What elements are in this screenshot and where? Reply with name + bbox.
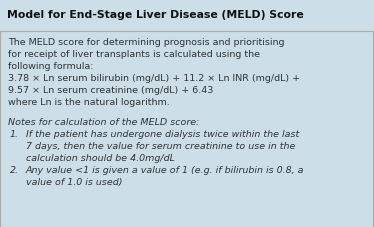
Text: calculation should be 4.0mg/dL: calculation should be 4.0mg/dL — [26, 153, 175, 162]
Text: Any value <1 is given a value of 1 (e.g. if bilirubin is 0.8, a: Any value <1 is given a value of 1 (e.g.… — [26, 165, 304, 174]
Text: following formula:: following formula: — [8, 62, 94, 71]
Text: 9.57 × Ln serum creatinine (mg/dL) + 6.43: 9.57 × Ln serum creatinine (mg/dL) + 6.4… — [8, 86, 214, 95]
Text: Model for End-Stage Liver Disease (MELD) Score: Model for End-Stage Liver Disease (MELD)… — [7, 10, 303, 20]
Text: 3.78 × Ln serum bilirubin (mg/dL) + 11.2 × Ln INR (mg/dL) +: 3.78 × Ln serum bilirubin (mg/dL) + 11.2… — [8, 74, 300, 83]
Text: Notes for calculation of the MELD score:: Notes for calculation of the MELD score: — [8, 117, 199, 126]
Text: 2.: 2. — [10, 165, 19, 174]
Text: where Ln is the natural logarithm.: where Ln is the natural logarithm. — [8, 98, 170, 107]
Text: 1.: 1. — [10, 129, 19, 138]
Text: 7 days, then the value for serum creatinine to use in the: 7 days, then the value for serum creatin… — [26, 141, 295, 150]
Text: for receipt of liver transplants is calculated using the: for receipt of liver transplants is calc… — [8, 50, 260, 59]
Text: value of 1.0 is used): value of 1.0 is used) — [26, 177, 123, 186]
Text: If the patient has undergone dialysis twice within the last: If the patient has undergone dialysis tw… — [26, 129, 299, 138]
Text: The MELD score for determining prognosis and prioritising: The MELD score for determining prognosis… — [8, 38, 285, 47]
